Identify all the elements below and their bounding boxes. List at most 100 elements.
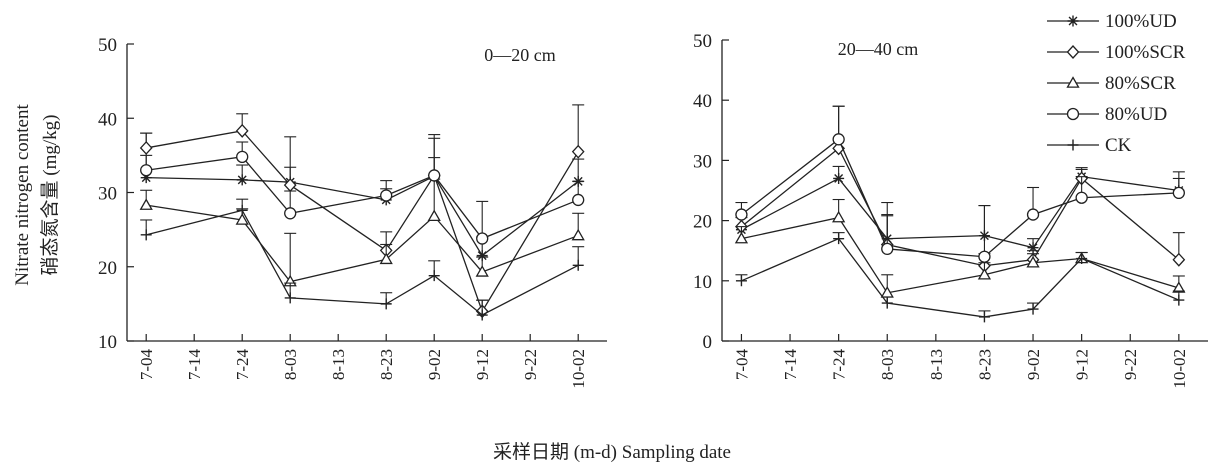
x-tick-label: 8-13 xyxy=(927,349,946,380)
legend-item: CK xyxy=(1047,135,1132,156)
data-point xyxy=(139,140,153,155)
x-tick-label: 8-03 xyxy=(281,349,300,380)
data-point xyxy=(235,123,249,138)
series-line xyxy=(741,237,1180,318)
chart-panel-20-40cm: 0 10 20 30 40 50 7-04 7-14 7-24 8-03 8-13 8-23 9-02 9… xyxy=(693,31,1208,389)
legend-marker xyxy=(1067,139,1079,151)
data-point xyxy=(735,275,747,287)
y-tick-label: 40 xyxy=(693,91,712,112)
data-point xyxy=(475,265,489,277)
data-point xyxy=(476,232,489,245)
data-point xyxy=(284,207,297,220)
data-point xyxy=(572,193,585,207)
legend-item: 80%UD xyxy=(1047,104,1167,125)
data-point xyxy=(832,133,845,146)
series-line xyxy=(146,175,579,257)
legend-label: 80%SCR xyxy=(1105,73,1176,94)
data-point xyxy=(978,250,991,263)
legend-marker xyxy=(1066,45,1080,59)
data-point xyxy=(832,210,846,223)
data-point xyxy=(235,213,249,225)
data-point xyxy=(881,297,893,309)
y-tick-label: 30 xyxy=(693,151,712,172)
data-point xyxy=(476,250,488,262)
y-tick-label: 50 xyxy=(98,35,117,56)
data-point xyxy=(734,231,749,244)
x-tick-label: 9-22 xyxy=(521,349,540,380)
data-point xyxy=(380,298,392,310)
x-tick-label: 7-04 xyxy=(137,349,156,381)
x-tick-label: 8-03 xyxy=(878,349,897,380)
data-point xyxy=(427,209,441,222)
data-point xyxy=(571,228,585,241)
x-tick-label: 7-24 xyxy=(233,349,252,381)
legend-marker xyxy=(1066,107,1080,121)
legend-marker xyxy=(1067,15,1079,27)
data-point xyxy=(140,164,153,177)
data-point xyxy=(833,172,845,184)
data-point xyxy=(1075,191,1088,204)
series-80pct-ud xyxy=(735,105,1185,263)
data-point xyxy=(428,270,440,282)
legend-label: 100%UD xyxy=(1105,11,1177,32)
data-point xyxy=(476,309,488,321)
legend-marker xyxy=(1066,76,1080,88)
x-tick-label: 9-12 xyxy=(1073,349,1092,380)
data-point xyxy=(140,229,152,241)
y-tick-label: 40 xyxy=(98,109,117,130)
y-tick-label: 0 xyxy=(703,332,713,353)
series-line xyxy=(146,130,579,313)
x-tick-label: 9-02 xyxy=(425,349,444,380)
data-point xyxy=(380,189,393,202)
x-tick-label: 7-14 xyxy=(185,349,204,381)
series-80pct-scr xyxy=(139,178,585,287)
y-tick-label: 10 xyxy=(98,332,117,353)
data-point xyxy=(1173,294,1185,306)
y-tick-label: 10 xyxy=(693,272,712,293)
data-point xyxy=(977,267,992,280)
legend-item: 80%SCR xyxy=(1047,73,1176,94)
x-tick-label: 7-24 xyxy=(830,349,849,381)
data-point xyxy=(1027,242,1039,254)
x-tick-label: 9-12 xyxy=(473,349,492,380)
x-axis-title: 采样日期 (m-d) Sampling date xyxy=(493,441,731,463)
series-line xyxy=(146,204,579,283)
y-axis-label-en: Nitrate nitrogen content xyxy=(12,104,33,286)
x-tick-label: 9-02 xyxy=(1024,349,1043,380)
data-point xyxy=(139,198,153,210)
data-point xyxy=(978,311,990,323)
series-100pct-ud xyxy=(140,132,585,262)
y-tick-label: 50 xyxy=(693,31,712,52)
series-100pct-scr xyxy=(735,105,1186,273)
data-point xyxy=(140,172,152,184)
x-tick-label: 7-04 xyxy=(732,349,751,381)
series-ck xyxy=(735,232,1185,323)
data-point xyxy=(1076,253,1088,265)
data-point xyxy=(1172,186,1185,200)
data-point xyxy=(284,292,296,304)
x-tick-label: 9-22 xyxy=(1121,349,1140,380)
series-100pct-scr xyxy=(139,104,585,319)
series-line xyxy=(741,175,1179,249)
series-line xyxy=(741,147,1180,267)
legend-item: 100%UD xyxy=(1047,11,1177,32)
depth-annotation: 0—20 cm xyxy=(484,45,556,65)
x-tick-label: 8-13 xyxy=(329,349,348,380)
legend-item: 100%SCR xyxy=(1047,42,1186,63)
y-axis-label-cn: 硝态氮含量 (mg/kg) xyxy=(39,115,61,276)
x-tick-label: 8-23 xyxy=(975,349,994,380)
y-tick-label: 20 xyxy=(98,258,117,279)
x-tick-label: 8-23 xyxy=(377,349,396,380)
series-100pct-ud xyxy=(735,165,1185,254)
data-point xyxy=(236,204,248,216)
data-point xyxy=(833,233,845,245)
data-point xyxy=(1026,255,1040,268)
data-point xyxy=(735,208,748,221)
series-80pct-ud xyxy=(140,137,585,245)
x-tick-label: 10-02 xyxy=(1170,349,1189,389)
series-80pct-scr xyxy=(734,198,1186,298)
series-ck xyxy=(140,198,585,321)
data-point xyxy=(1027,303,1039,315)
legend-label: 100%SCR xyxy=(1105,42,1186,63)
